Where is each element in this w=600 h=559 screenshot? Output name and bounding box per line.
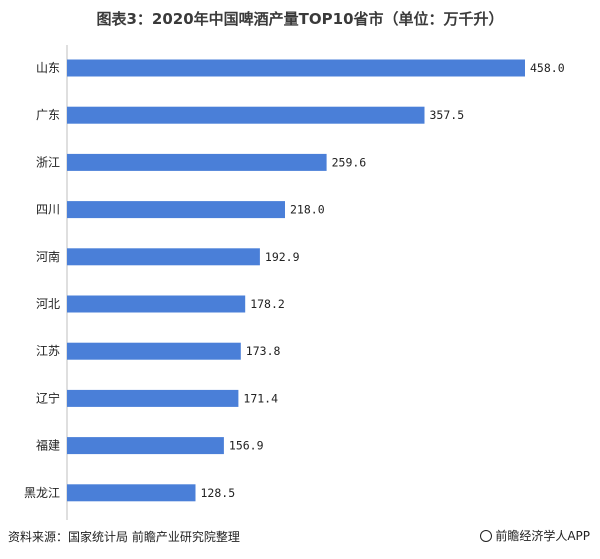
brand-text: 前瞻经济学人APP: [495, 529, 590, 543]
category-label: 四川: [36, 203, 60, 217]
category-label: 山东: [36, 61, 60, 75]
category-label: 河北: [36, 297, 60, 311]
bar: [67, 153, 327, 171]
brand-label: 前瞻经济学人APP: [480, 527, 590, 544]
value-label: 156.9: [229, 439, 264, 453]
bar: [67, 295, 246, 313]
bars-group: 山东 458.0 广东 357.5 浙江 259.6 四川 218.0 河南 192.9 河北 178…: [24, 59, 565, 502]
category-label: 广东: [36, 108, 60, 122]
value-label: 173.8: [246, 344, 281, 358]
value-label: 458.0: [530, 61, 565, 75]
bar: [67, 389, 239, 407]
bar: [67, 201, 285, 219]
category-label: 河南: [36, 249, 60, 264]
value-label: 192.9: [265, 250, 300, 264]
bar-chart: 山东 458.0 广东 357.5 浙江 259.6 四川 218.0 河南 192.9 河北 178…: [24, 45, 565, 520]
bar: [67, 106, 425, 124]
bar: [67, 437, 224, 455]
bar: [67, 59, 525, 77]
value-label: 178.2: [250, 297, 285, 311]
value-label: 128.5: [201, 486, 236, 500]
value-label: 218.0: [290, 203, 325, 217]
value-label: 259.6: [332, 155, 367, 169]
value-label: 171.4: [243, 391, 278, 405]
bar: [67, 342, 241, 360]
bar: [67, 248, 260, 266]
category-label: 黑龙江: [24, 486, 60, 500]
chart-title: 图表3：2020年中国啤酒产量TOP10省市（单位：万千升）: [96, 10, 504, 28]
category-label: 辽宁: [36, 390, 60, 405]
brand-logo-icon: [480, 529, 493, 542]
category-label: 福建: [36, 438, 60, 453]
value-label: 357.5: [430, 108, 465, 122]
category-label: 江苏: [36, 344, 60, 358]
source-note: 资料来源：国家统计局 前瞻产业研究院整理: [8, 530, 240, 544]
bar: [67, 484, 196, 502]
category-label: 浙江: [36, 155, 60, 169]
